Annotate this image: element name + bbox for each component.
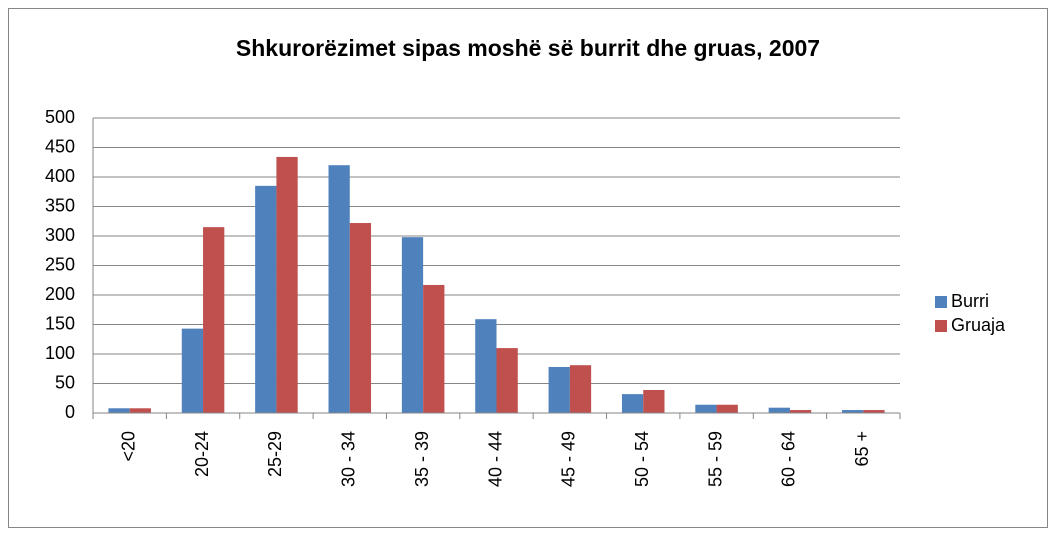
x-tick-label: <20	[118, 431, 138, 462]
bar	[129, 408, 151, 413]
bar	[863, 410, 885, 413]
bar	[255, 185, 277, 413]
bar	[621, 394, 644, 413]
x-tick-label: 30 - 34	[339, 431, 359, 487]
bar	[768, 407, 790, 413]
y-tick-label: 250	[45, 254, 75, 274]
x-tick-label: 60 - 64	[779, 431, 799, 487]
x-tick-label: 35 - 39	[412, 431, 432, 487]
bar	[789, 410, 812, 413]
chart-title: Shkurorëzimet sipas moshë së burrit dhe …	[236, 35, 820, 61]
bar	[349, 223, 372, 413]
y-tick-label: 350	[45, 195, 75, 215]
bar	[328, 165, 350, 413]
y-tick-label: 400	[45, 166, 75, 186]
x-tick-label: 55 - 59	[705, 431, 725, 487]
bar	[643, 389, 665, 413]
bar	[108, 408, 130, 413]
bar	[842, 410, 864, 413]
x-tick-label: 25-29	[265, 431, 285, 477]
legend-swatch	[935, 320, 947, 332]
y-tick-label: 100	[45, 343, 75, 363]
x-tick-label: 45 - 49	[559, 431, 579, 487]
y-tick-label: 0	[65, 402, 75, 422]
bar	[181, 328, 204, 413]
y-tick-label: 300	[45, 225, 75, 245]
y-tick-label: 200	[45, 284, 75, 304]
y-tick-label: 500	[45, 107, 75, 127]
x-tick-label: 65 +	[852, 431, 872, 467]
bar	[401, 237, 424, 413]
chart-border	[8, 8, 1048, 528]
x-tick-label: 40 - 44	[485, 431, 505, 487]
bar	[423, 284, 445, 413]
y-tick-label: 50	[55, 372, 75, 392]
bar	[475, 319, 497, 413]
bar	[276, 156, 298, 413]
bar	[548, 366, 570, 413]
bar	[716, 404, 738, 413]
legend-label: Burri	[951, 291, 989, 311]
x-tick-label: 20-24	[192, 431, 212, 477]
y-tick-label: 450	[45, 136, 75, 156]
x-tick-label: 50 - 54	[632, 431, 652, 487]
bar	[569, 365, 592, 413]
bar	[203, 227, 225, 413]
bar	[695, 404, 717, 413]
legend-label: Gruaja	[951, 315, 1006, 335]
y-tick-label: 150	[45, 313, 75, 333]
legend-swatch	[935, 296, 947, 308]
bar	[496, 348, 518, 413]
